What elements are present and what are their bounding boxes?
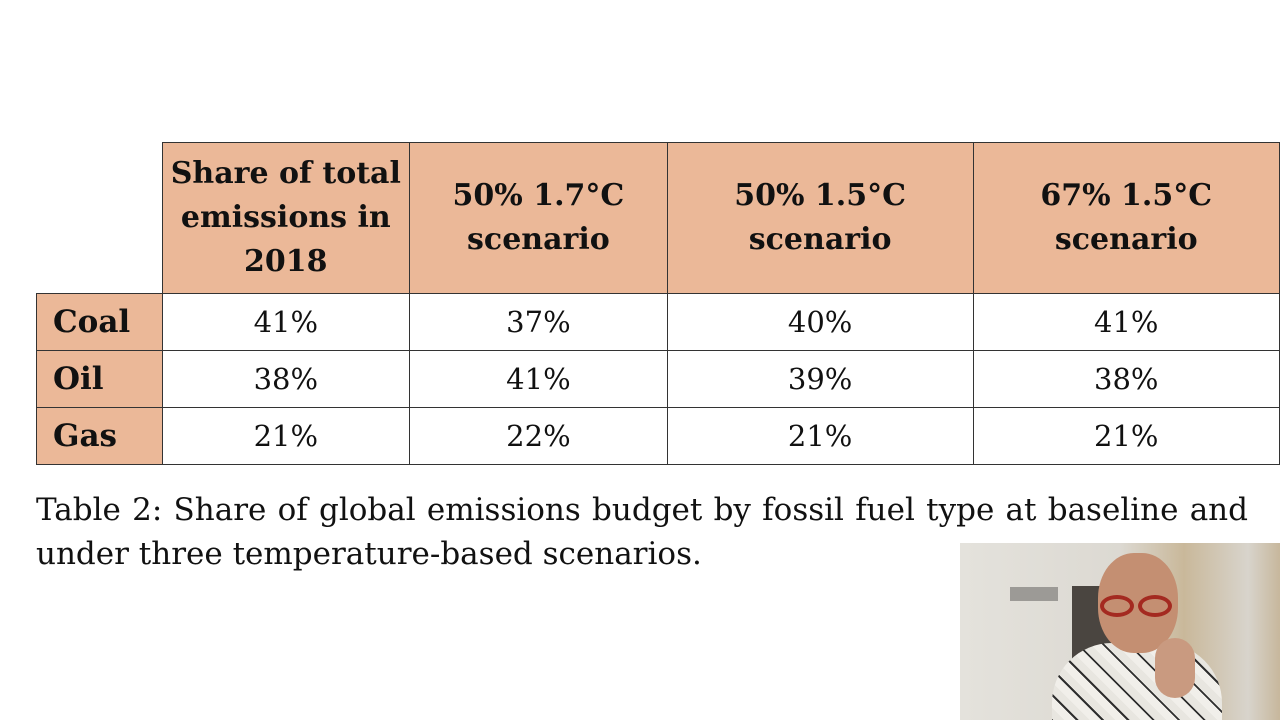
emissions-table: Share of total emissions in 2018 50% 1.7… — [36, 142, 1280, 465]
table-cell: 21% — [666, 407, 974, 465]
table-row: Gas 21% 22% 21% 21% — [36, 407, 1280, 465]
table-header-row: Share of total emissions in 2018 50% 1.7… — [36, 142, 1280, 294]
column-header: 50% 1.7°C scenario — [409, 142, 668, 294]
table-cell: 21% — [972, 407, 1280, 465]
table-cell: 41% — [409, 350, 668, 408]
row-header: Gas — [36, 407, 163, 465]
table-cell: 38% — [972, 350, 1280, 408]
table-cell: 41% — [972, 293, 1280, 351]
glasses-left — [1100, 595, 1134, 617]
table-row: Oil 38% 41% 39% 38% — [36, 350, 1280, 408]
glasses-right — [1138, 595, 1172, 617]
table-cell: 40% — [666, 293, 974, 351]
table-cell: 41% — [161, 293, 411, 351]
person-hand — [1155, 638, 1195, 698]
wall-panel — [1010, 587, 1058, 601]
row-header: Coal — [36, 293, 163, 351]
column-header: Share of total emissions in 2018 — [161, 142, 411, 294]
table-cell: 38% — [161, 350, 411, 408]
column-header: 50% 1.5°C scenario — [666, 142, 974, 294]
person-shirt — [1052, 643, 1222, 720]
table-caption: Table 2: Share of global emissions budge… — [36, 492, 1248, 572]
webcam-video — [960, 543, 1280, 720]
table-cell: 22% — [409, 407, 668, 465]
table-row: Coal 41% 37% 40% 41% — [36, 293, 1280, 351]
table-cell: 37% — [409, 293, 668, 351]
column-header: 67% 1.5°C scenario — [972, 142, 1280, 294]
table-cell: 39% — [666, 350, 974, 408]
corner-cell — [36, 142, 163, 294]
row-header: Oil — [36, 350, 163, 408]
table-cell: 21% — [161, 407, 411, 465]
